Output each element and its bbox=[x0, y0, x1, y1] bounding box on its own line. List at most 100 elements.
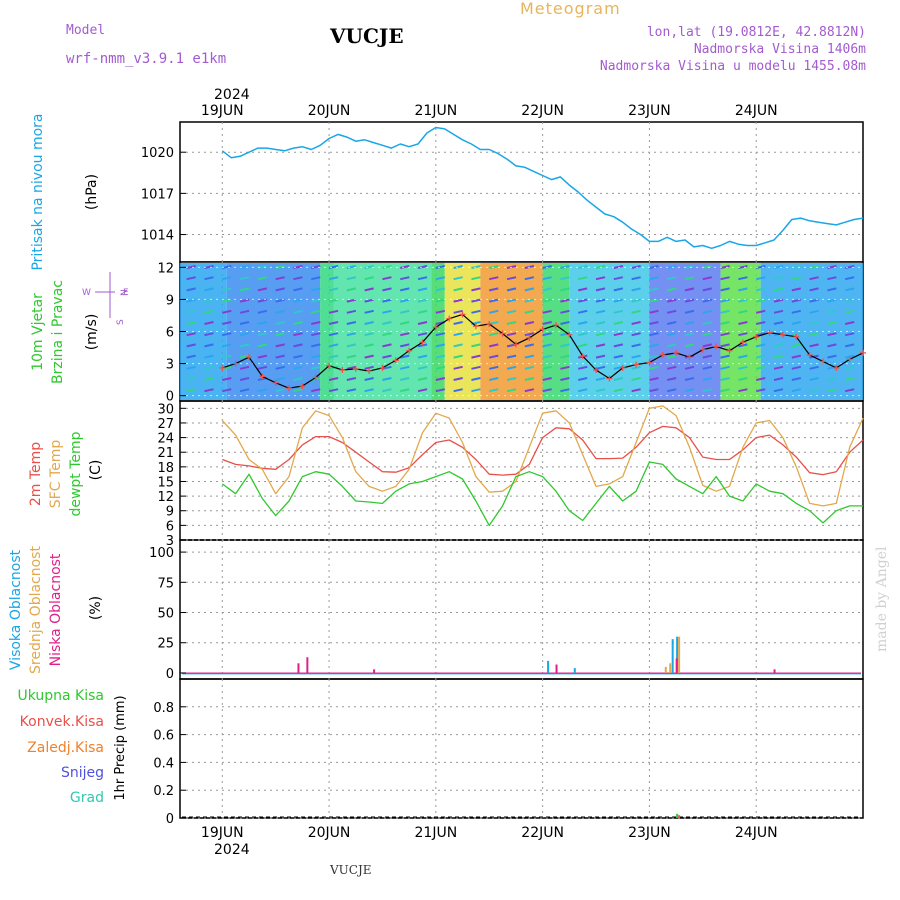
wind-arrow bbox=[364, 321, 374, 325]
cloud-bar bbox=[547, 660, 550, 673]
wind-arrow bbox=[311, 354, 321, 359]
wind-arrow bbox=[524, 287, 535, 292]
wind-speed-marker bbox=[259, 373, 266, 380]
wind-arrow bbox=[489, 354, 499, 359]
wind-arrow bbox=[311, 343, 321, 348]
wind-arrow bbox=[578, 321, 588, 325]
wind-arrow bbox=[417, 377, 428, 381]
wind-arrow bbox=[364, 343, 374, 348]
wind-arrow bbox=[471, 276, 481, 281]
wind-speed-marker bbox=[686, 354, 693, 361]
wind-arrow bbox=[684, 276, 695, 281]
wind-unit: (m/s) bbox=[84, 314, 100, 351]
wind-arrow bbox=[631, 365, 641, 370]
wind-arrow bbox=[773, 343, 784, 348]
wind-arrow bbox=[524, 332, 535, 337]
model-altitude-text: Nadmorska Visina u modelu 1455.08m bbox=[600, 59, 866, 74]
wind-arrow bbox=[827, 309, 837, 314]
wind-arrow bbox=[720, 265, 730, 269]
wind-arrow bbox=[186, 298, 196, 303]
wind-arrow bbox=[578, 276, 588, 281]
wind-speed-marker bbox=[579, 353, 586, 360]
wind-speed-marker bbox=[633, 361, 640, 368]
wind-ytick-label: 6 bbox=[166, 326, 174, 341]
wind-arrow bbox=[560, 321, 570, 325]
wind-arrow bbox=[667, 354, 677, 359]
wind-arrow bbox=[400, 343, 410, 348]
wind-arrow bbox=[738, 321, 748, 325]
wind-arrow bbox=[720, 332, 730, 337]
wind-arrow bbox=[809, 276, 819, 281]
wind-speed-marker bbox=[659, 352, 666, 359]
sfc-temp-series bbox=[221, 405, 864, 507]
precip-ytick-label: 0 bbox=[166, 812, 174, 827]
wind-arrow bbox=[720, 321, 730, 325]
wind-arrow bbox=[844, 287, 855, 292]
wind-arrow bbox=[631, 298, 641, 303]
wind-arrow bbox=[844, 276, 855, 281]
wind-arrow bbox=[204, 343, 214, 348]
wind-arrow bbox=[844, 365, 855, 370]
wind-arrow bbox=[631, 309, 641, 314]
wind-arrow bbox=[773, 309, 784, 314]
wind-arrow bbox=[257, 287, 268, 292]
wind-arrow bbox=[755, 388, 766, 393]
wind-arrow bbox=[684, 388, 695, 393]
wind-arrow bbox=[773, 388, 784, 393]
wind-arrow bbox=[667, 309, 677, 314]
wind-arrow bbox=[631, 377, 641, 381]
precip-panel bbox=[179, 678, 864, 819]
pressure-panel bbox=[179, 121, 864, 263]
wind-arrow bbox=[293, 298, 303, 303]
wind-arrow bbox=[613, 388, 624, 393]
temperature-ytick-label: 9 bbox=[166, 505, 174, 520]
wind-arrow bbox=[755, 343, 766, 348]
wind-arrow bbox=[204, 354, 214, 359]
wind-arrow bbox=[649, 377, 659, 381]
footer-station: VUCJE bbox=[329, 863, 372, 877]
wind-arrow bbox=[293, 354, 303, 359]
wind-arrow bbox=[542, 298, 552, 303]
wind-arrow bbox=[702, 309, 713, 314]
wind-arrow bbox=[293, 309, 303, 314]
wind-arrow bbox=[453, 388, 463, 393]
wind-arrow bbox=[382, 343, 392, 348]
temperature-ytick-label: 21 bbox=[157, 446, 174, 461]
wind-arrow bbox=[738, 332, 748, 337]
wind-arrow bbox=[311, 388, 321, 393]
wind-arrow bbox=[595, 321, 606, 325]
wind-arrow bbox=[720, 298, 730, 303]
wind-speed-marker bbox=[272, 379, 279, 386]
wind-arrow bbox=[222, 332, 232, 337]
wind-arrow bbox=[755, 309, 766, 314]
wind-arrow bbox=[613, 276, 624, 281]
wind-arrow bbox=[755, 287, 766, 292]
top-day-label: 21JUN bbox=[415, 103, 458, 119]
wind-arrow bbox=[595, 365, 606, 370]
wind-speed-marker bbox=[432, 324, 439, 331]
model-name: wrf-nmm_v3.9.1 e1km bbox=[66, 51, 226, 67]
wind-arrow bbox=[204, 388, 214, 393]
cloud-bar bbox=[675, 658, 678, 673]
wind-arrow bbox=[222, 298, 232, 303]
wind-arrow bbox=[524, 276, 535, 281]
wind-speed-marker bbox=[486, 321, 493, 328]
wind-arrow bbox=[667, 388, 677, 393]
wind-arrow bbox=[595, 309, 606, 314]
wind-arrow bbox=[239, 332, 250, 337]
wind-arrow bbox=[239, 298, 250, 303]
wind-arrow bbox=[560, 388, 570, 393]
wind-arrow bbox=[239, 388, 250, 393]
wind-arrow bbox=[328, 276, 339, 281]
wind-arrow bbox=[489, 365, 499, 370]
wind-arrow bbox=[844, 298, 855, 303]
wind-arrow bbox=[417, 321, 428, 325]
wind-arrow bbox=[506, 287, 517, 292]
wind-arrow bbox=[275, 343, 285, 348]
wind-arrow bbox=[595, 377, 606, 381]
wind-arrow bbox=[275, 354, 285, 359]
wind-arrow bbox=[667, 265, 677, 269]
wind-arrow bbox=[471, 343, 481, 348]
wind-arrow bbox=[844, 343, 855, 348]
